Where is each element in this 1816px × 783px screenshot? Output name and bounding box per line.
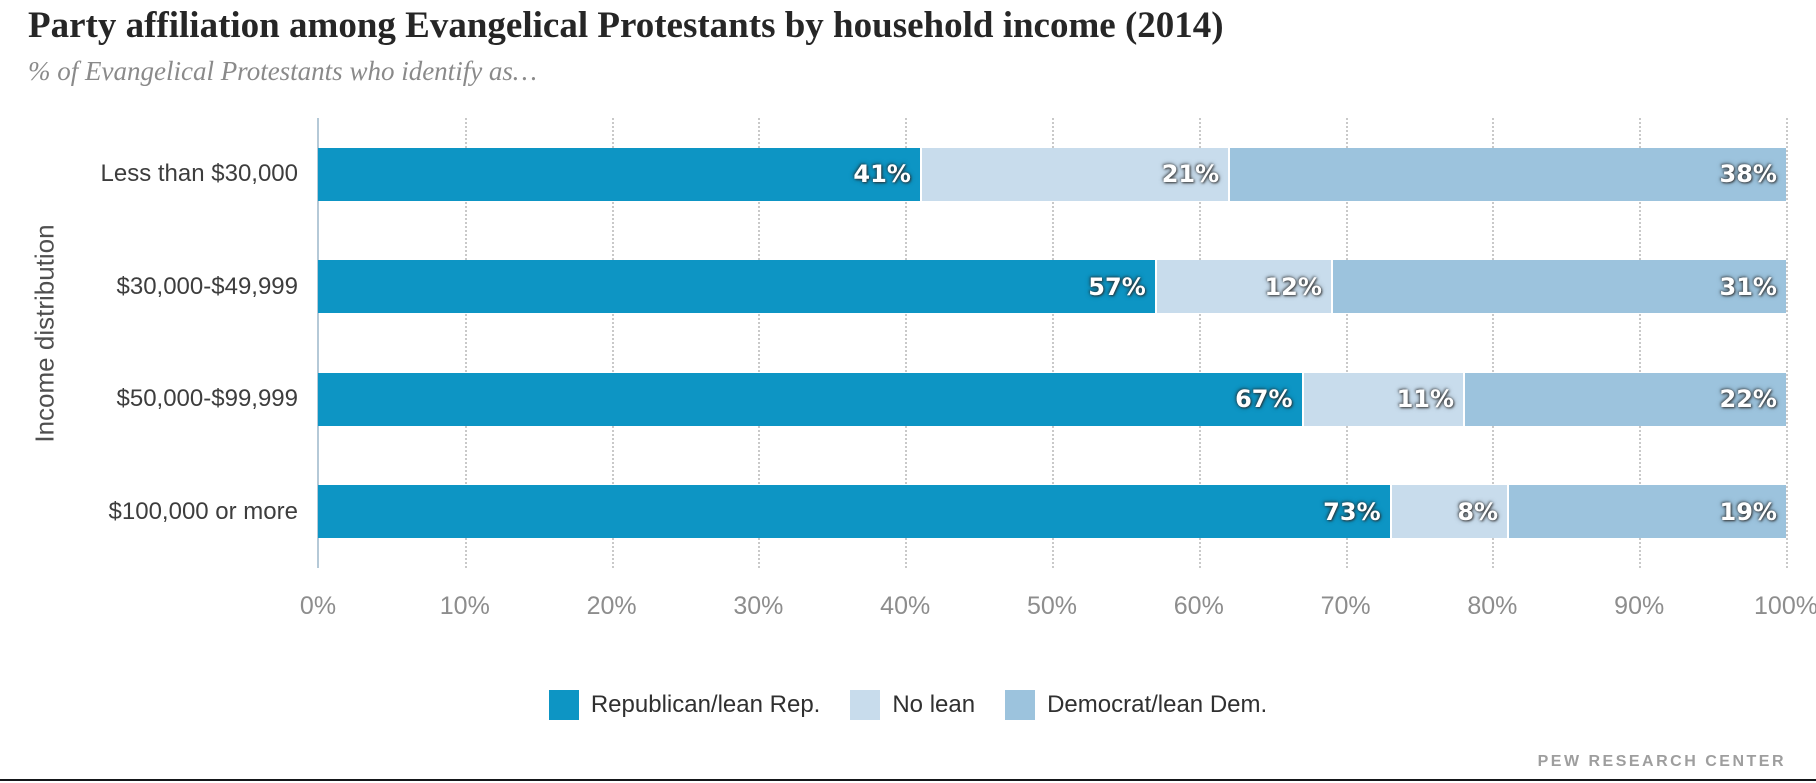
category-label: $50,000-$99,999 (116, 385, 299, 413)
gridline (905, 118, 908, 568)
bar-value-label: 73% (1323, 497, 1381, 526)
bar-value-label: 57% (1088, 272, 1146, 301)
y-axis-title: Income distribution (29, 224, 60, 443)
category-label: Less than $30,000 (100, 160, 299, 188)
bar-segment: 22% (1463, 372, 1786, 426)
gridline (1639, 118, 1642, 568)
legend-item: Republican/lean Rep. (548, 690, 821, 720)
legend-label: No lean (892, 691, 976, 718)
legend-swatch (548, 690, 579, 720)
x-tick-label: 60% (1173, 592, 1224, 620)
bar-value-label: 67% (1235, 385, 1293, 414)
source-label: PEW RESEARCH CENTER (1537, 753, 1786, 770)
category-label: $30,000-$49,999 (116, 272, 299, 300)
x-tick-label: 0% (299, 592, 337, 620)
gridline (464, 118, 467, 568)
bar-value-label: 31% (1719, 272, 1777, 301)
chart-subtitle: % of Evangelical Protestants who identif… (28, 56, 537, 86)
bar-row: 57% 12% 31% (318, 260, 1786, 314)
legend-swatch (1005, 690, 1036, 720)
bar-segment: 73% (318, 485, 1390, 539)
gridline (1492, 118, 1495, 568)
bar-segment: 12% (1154, 260, 1331, 314)
x-tick-label: 10% (439, 592, 490, 620)
bar-row: 41% 21% 38% (318, 147, 1786, 201)
bottom-rule (0, 779, 1816, 781)
legend-swatch (850, 690, 881, 720)
gridline (611, 118, 614, 568)
x-tick-label: 30% (733, 592, 784, 620)
gridline (1786, 118, 1788, 568)
bar-value-label: 11% (1396, 385, 1455, 414)
y-axis-line (317, 118, 319, 568)
x-tick-label: 40% (880, 592, 931, 620)
bar-row: 73% 8% 19% (318, 485, 1786, 539)
legend-label: Democrat/lean Dem. (1047, 691, 1268, 718)
gridline (758, 118, 761, 568)
bar-segment: 57% (318, 260, 1155, 314)
bar-value-label: 21% (1161, 160, 1220, 189)
bar-row: 67% 11% 22% (318, 372, 1786, 426)
bar-value-label: 8% (1457, 497, 1499, 526)
bar-value-label: 12% (1264, 272, 1322, 301)
bar-segment: 19% (1507, 485, 1786, 539)
plot-area: 41% 21% 38% 57% 12% 31% 67% 11% 22% 73% 8% 19% (317, 118, 1788, 568)
bar-value-label: 41% (853, 160, 911, 189)
gridline (1198, 118, 1201, 568)
legend-label: Republican/lean Rep. (590, 691, 821, 718)
x-tick-label: 100% (1754, 592, 1816, 620)
x-tick-label: 80% (1467, 592, 1518, 620)
gridline (1052, 118, 1054, 568)
bar-segment: 21% (919, 147, 1229, 201)
bar-segment: 67% (318, 372, 1302, 426)
x-tick-label: 70% (1320, 592, 1371, 620)
legend-item: Democrat/lean Dem. (1005, 690, 1267, 720)
legend-item: No lean (850, 690, 975, 720)
bar-segment: 31% (1330, 260, 1786, 314)
x-tick-label: 90% (1614, 592, 1665, 620)
bar-segment: 41% (318, 147, 920, 201)
gridline (1345, 118, 1348, 568)
bar-segment: 11% (1301, 372, 1464, 426)
x-tick-label: 20% (586, 592, 637, 620)
bar-segment: 38% (1228, 147, 1786, 201)
bar-segment: 8% (1389, 485, 1508, 539)
bar-value-label: 38% (1719, 160, 1777, 189)
category-label: $100,000 or more (108, 497, 298, 525)
x-tick-label: 50% (1026, 592, 1078, 620)
bar-value-label: 22% (1719, 385, 1777, 414)
bar-value-label: 19% (1719, 497, 1777, 526)
chart-title: Party affiliation among Evangelical Prot… (28, 5, 1224, 46)
legend: Republican/lean Rep. No lean Democrat/lean… (0, 690, 1816, 720)
